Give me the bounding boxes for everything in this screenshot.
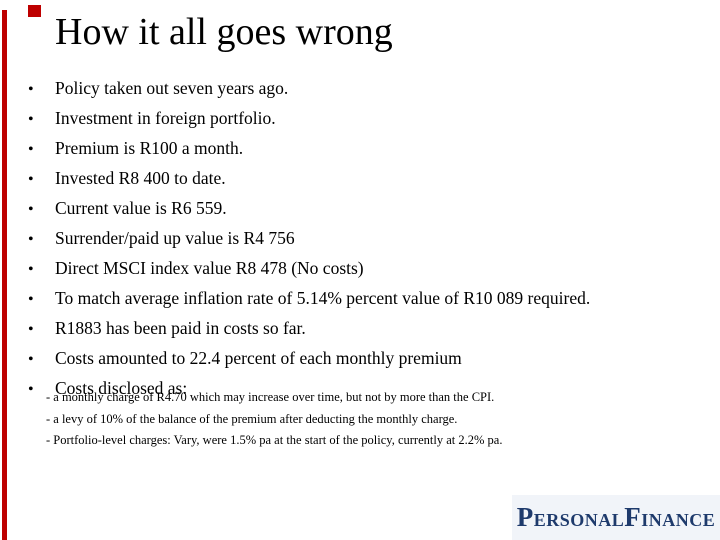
bullet-text: Costs amounted to 22.4 percent of each m… [55, 348, 462, 368]
bullet-marker-icon: • [28, 111, 34, 128]
logo-text: PERSONALFINANCE [517, 502, 716, 533]
bullet-text: Direct MSCI index value R8 478 (No costs… [55, 258, 364, 278]
bullet-text: Investment in foreign portfolio. [55, 108, 276, 128]
bullet-text: Current value is R6 559. [55, 198, 227, 218]
bullet-item: • Policy taken out seven years ago. [28, 74, 718, 104]
bullet-item: • Premium is R100 a month. [28, 134, 718, 164]
bullet-item: • Invested R8 400 to date. [28, 164, 718, 194]
logo-word2-rest: INANCE [641, 510, 716, 530]
bullet-item: • To match average inflation rate of 5.14… [28, 284, 718, 314]
slide-title: How it all goes wrong [55, 11, 393, 53]
bullet-marker-icon: • [28, 381, 34, 398]
bullet-text: Premium is R100 a month. [55, 138, 244, 158]
bullet-text: Invested R8 400 to date. [55, 168, 226, 188]
bullet-text: Costs disclosed as: [55, 378, 188, 398]
bullet-marker-icon: • [28, 261, 34, 278]
bullet-marker-icon: • [28, 321, 34, 338]
bullet-item: • Costs amounted to 22.4 percent of each … [28, 344, 718, 374]
bullet-item: • R1883 has been paid in costs so far. [28, 314, 718, 344]
sub-bullet-item: - Portfolio-level charges: Vary, were 1.… [46, 430, 706, 452]
bullet-marker-icon: • [28, 201, 34, 218]
bullet-item: • Current value is R6 559. [28, 194, 718, 224]
bullet-item: • Investment in foreign portfolio. [28, 104, 718, 134]
bullet-marker-icon: • [28, 171, 34, 188]
bullet-marker-icon: • [28, 141, 34, 158]
bullet-text: - a monthly charge of R4.70 which may in… [46, 390, 495, 404]
bullet-text: Surrender/paid up value is R4 756 [55, 228, 295, 248]
personal-finance-logo: PERSONALFINANCE [512, 495, 720, 540]
bullet-item: • Direct MSCI index value R8 478 (No cost… [28, 254, 718, 284]
bullet-marker-icon: • [28, 231, 34, 248]
bullet-marker-icon: • [28, 351, 34, 368]
bullet-item: • Surrender/paid up value is R4 756 [28, 224, 718, 254]
bullet-item: • Costs disclosed as: [28, 374, 718, 404]
bullet-text: Policy taken out seven years ago. [55, 78, 289, 98]
sub-bullet-item: - a levy of 10% of the balance of the pr… [46, 409, 706, 431]
bullet-text: To match average inflation rate of 5.14%… [55, 288, 591, 308]
bullet-text: R1883 has been paid in costs so far. [55, 318, 306, 338]
bullet-marker-icon: • [28, 81, 34, 98]
sub-bullet-item: - a monthly charge of R4.70 which may in… [46, 387, 706, 409]
bullet-marker-icon: • [28, 291, 34, 308]
red-accent-square [28, 5, 41, 17]
bullet-text: - a levy of 10% of the balance of the pr… [46, 411, 458, 426]
logo-word2-initial: F [624, 502, 642, 532]
sub-bullet-list: - a monthly charge of R4.70 which may in… [46, 387, 706, 452]
logo-word1-initial: P [516, 502, 534, 532]
bullet-text: - Portfolio-level charges: Vary, were 1.… [46, 433, 503, 447]
red-accent-left-border [2, 10, 7, 540]
logo-word1-rest: ERSONAL [533, 510, 625, 530]
bullet-list: • Policy taken out seven years ago. • Inves… [28, 74, 718, 404]
